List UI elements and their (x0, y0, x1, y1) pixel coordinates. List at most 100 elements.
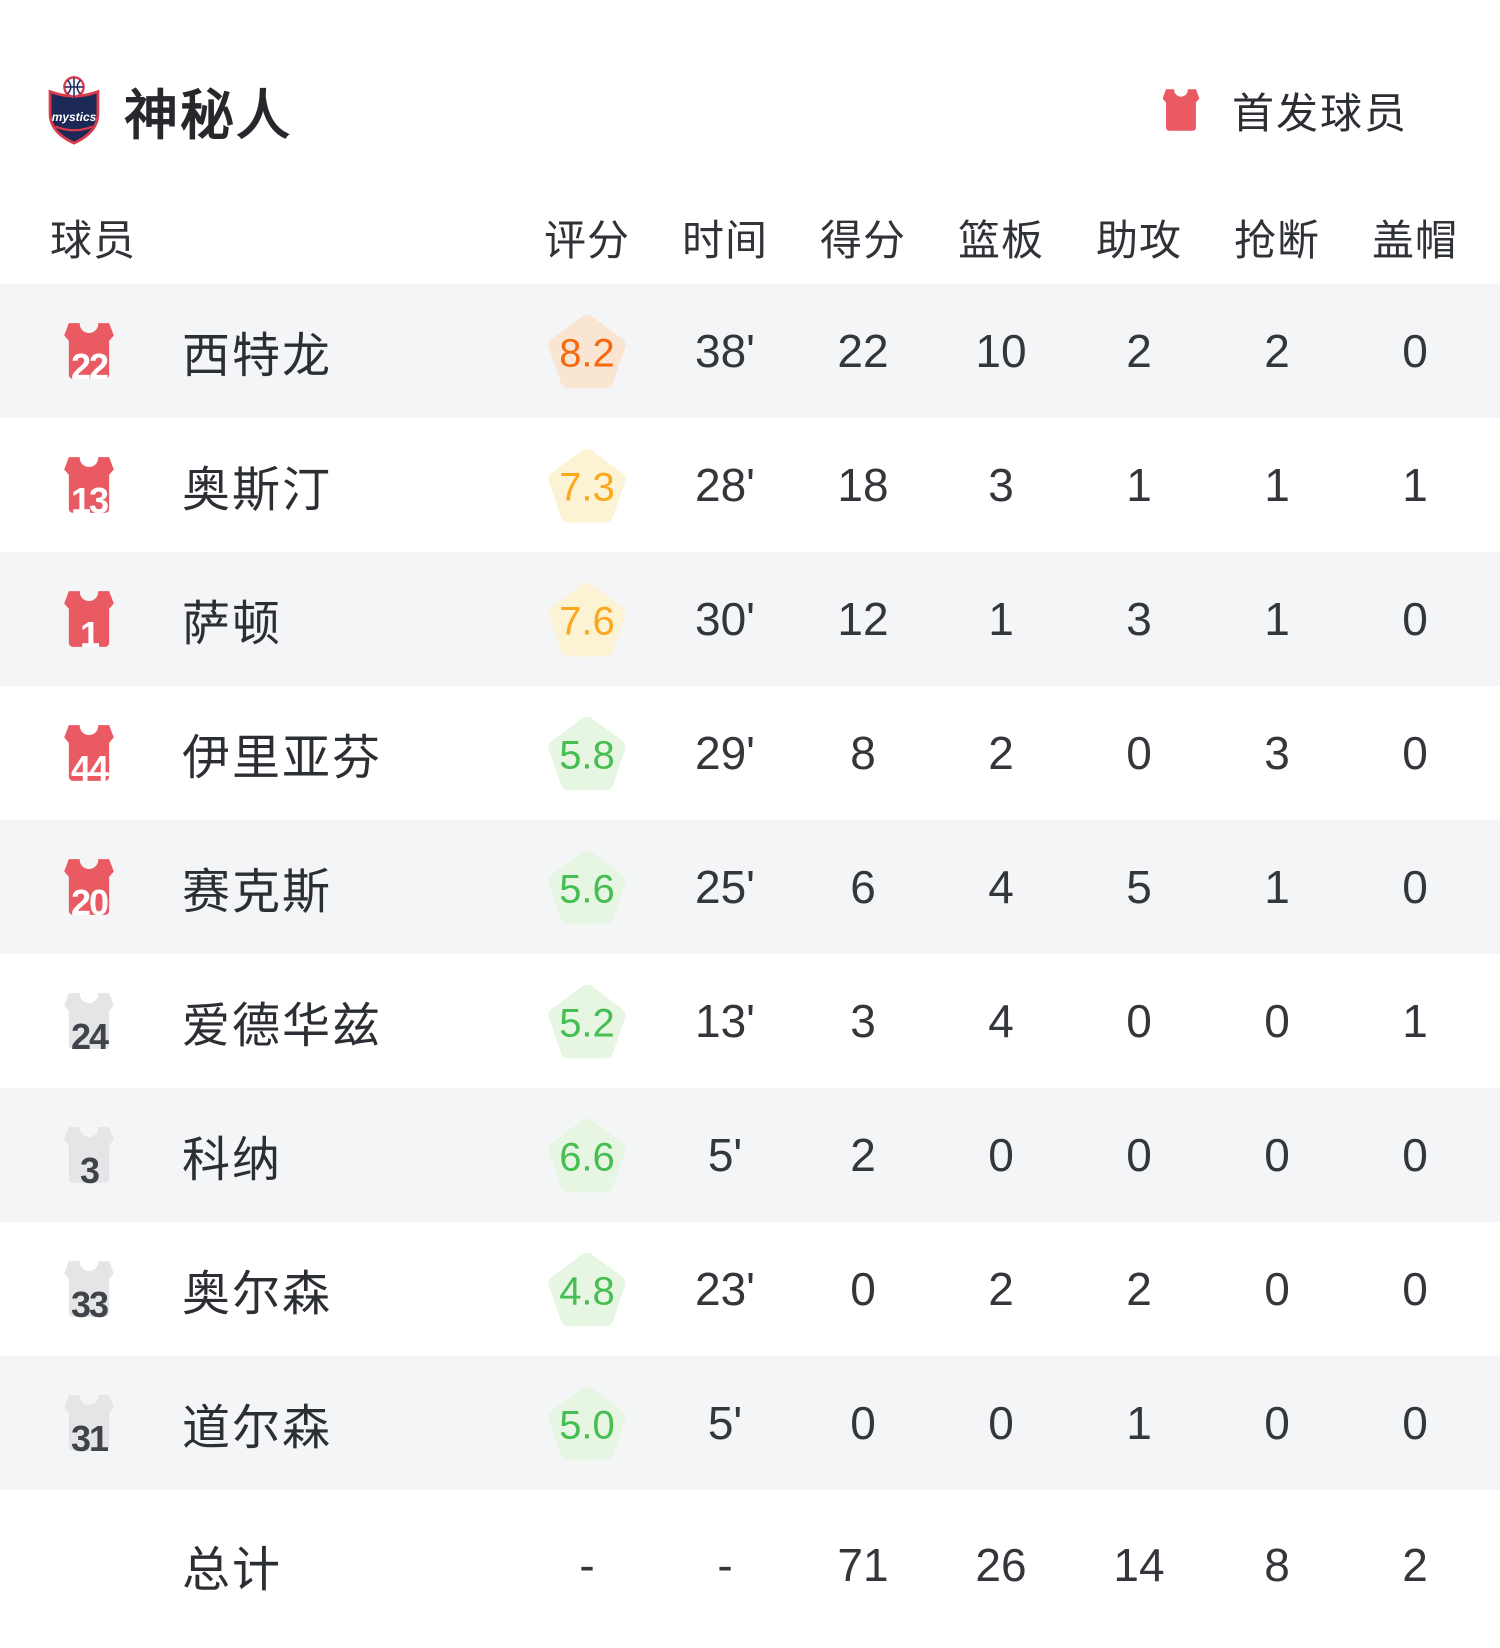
player-row[interactable]: 13 奥斯汀 7.3 28' 18 3 1 1 1 (0, 418, 1500, 552)
rebounds-cell: 4 (988, 995, 1014, 1047)
pentagon-icon (548, 314, 626, 388)
blocks-cell: 0 (1402, 1129, 1428, 1181)
team-header: mystics 神秘人 首发球员 (0, 0, 1500, 190)
jersey-number: 20 (70, 882, 109, 923)
player-name: 赛克斯 (182, 866, 333, 919)
team-identity: mystics 神秘人 (46, 71, 292, 150)
jersey-number: 13 (70, 480, 109, 521)
rating-cell: 5.0 (518, 1356, 656, 1490)
points-cell: 0 (850, 1397, 876, 1449)
totals-rating: - (579, 1539, 595, 1591)
points-cell: 8 (850, 727, 876, 779)
rating-value: 5.2 (559, 1001, 615, 1046)
rating-value: 5.8 (559, 733, 615, 778)
col-blocks: 盖帽 (1371, 216, 1458, 264)
totals-steals: 8 (1264, 1539, 1290, 1591)
rating-cell: 7.6 (518, 552, 656, 686)
points-cell: 2 (850, 1129, 876, 1181)
col-assists: 助攻 (1095, 216, 1182, 264)
starter-jersey-icon (1162, 89, 1200, 131)
assists-cell: 0 (1126, 995, 1152, 1047)
rebounds-cell: 3 (988, 459, 1014, 511)
pentagon-icon (548, 1252, 626, 1326)
col-rating: 评分 (543, 216, 630, 264)
assists-cell: 0 (1126, 727, 1152, 779)
rebounds-cell: 10 (975, 325, 1027, 377)
jersey-icon: 44 (58, 714, 120, 792)
rating-cell: 7.3 (518, 418, 656, 552)
rating-cell: 5.2 (518, 954, 656, 1088)
jersey-number: 24 (70, 1016, 109, 1057)
time-cell: 5' (707, 1129, 743, 1181)
assists-cell: 2 (1126, 325, 1152, 377)
jersey-number: 31 (70, 1418, 109, 1459)
rating-value: 6.6 (559, 1135, 615, 1180)
time-cell: 13' (695, 995, 755, 1047)
jersey-number: 22 (70, 346, 109, 387)
team-logo-text: mystics (52, 110, 97, 124)
player-name: 奥斯汀 (182, 464, 333, 517)
rating-badge: 5.6 (546, 848, 628, 927)
steals-cell: 1 (1264, 593, 1290, 645)
col-rebounds: 篮板 (957, 216, 1044, 264)
assists-cell: 2 (1126, 1263, 1152, 1315)
time-cell: 38' (695, 325, 755, 377)
rating-cell: 6.6 (518, 1088, 656, 1222)
points-cell: 6 (850, 861, 876, 913)
blocks-cell: 0 (1402, 727, 1428, 779)
totals-assists: 14 (1113, 1539, 1165, 1591)
col-time: 时间 (681, 216, 768, 264)
player-row[interactable]: 33 奥尔森 4.8 23' 0 2 2 0 0 (0, 1222, 1500, 1356)
rating-badge: 5.0 (546, 1384, 628, 1463)
totals-points: 71 (837, 1539, 889, 1591)
totals-time: - (717, 1539, 733, 1591)
rating-value: 7.3 (559, 465, 615, 510)
rating-value: 4.8 (559, 1269, 615, 1314)
steals-cell: 0 (1264, 1263, 1290, 1315)
steals-cell: 0 (1264, 995, 1290, 1047)
pentagon-icon (548, 448, 626, 522)
rebounds-cell: 2 (988, 727, 1014, 779)
rating-badge: 7.3 (546, 446, 628, 525)
totals-label: 总计 (182, 1544, 283, 1597)
steals-cell: 1 (1264, 459, 1290, 511)
points-cell: 18 (837, 459, 889, 511)
col-steals: 抢断 (1233, 216, 1320, 264)
player-rows: 22 西特龙 8.2 38' 22 10 2 2 0 (0, 284, 1500, 1490)
player-row[interactable]: 1 萨顿 7.6 30' 12 1 3 1 0 (0, 552, 1500, 686)
blocks-cell: 1 (1402, 459, 1428, 511)
rating-badge: 5.2 (546, 982, 628, 1061)
rating-badge: 6.6 (546, 1116, 628, 1195)
rating-badge: 4.8 (546, 1250, 628, 1329)
rating-badge: 8.2 (546, 312, 628, 391)
player-row[interactable]: 22 西特龙 8.2 38' 22 10 2 2 0 (0, 284, 1500, 418)
player-row[interactable]: 3 科纳 6.6 5' 2 0 0 0 0 (0, 1088, 1500, 1222)
rating-cell: 8.2 (518, 284, 656, 418)
jersey-number: 1 (79, 614, 100, 655)
assists-cell: 1 (1126, 459, 1152, 511)
player-row[interactable]: 20 赛克斯 5.6 25' 6 4 5 1 0 (0, 820, 1500, 954)
time-cell: 30' (695, 593, 755, 645)
time-cell: 23' (695, 1263, 755, 1315)
team-name: 神秘人 (124, 85, 292, 146)
jersey-icon: 31 (58, 1384, 120, 1462)
jersey-number: 33 (70, 1284, 109, 1325)
player-name: 奥尔森 (182, 1268, 333, 1321)
player-row[interactable]: 31 道尔森 5.0 5' 0 0 1 0 0 (0, 1356, 1500, 1490)
blocks-cell: 0 (1402, 1263, 1428, 1315)
steals-cell: 3 (1264, 727, 1290, 779)
blocks-cell: 0 (1402, 1397, 1428, 1449)
jersey-icon: 24 (58, 982, 120, 1060)
player-row[interactable]: 44 伊里亚芬 5.8 29' 8 2 0 3 0 (0, 686, 1500, 820)
rebounds-cell: 0 (988, 1397, 1014, 1449)
legend-label: 首发球员 (1231, 89, 1408, 137)
blocks-cell: 0 (1402, 325, 1428, 377)
steals-cell: 1 (1264, 861, 1290, 913)
jersey-icon: 13 (58, 446, 120, 524)
assists-cell: 0 (1126, 1129, 1152, 1181)
rating-value: 5.6 (559, 867, 615, 912)
jersey-icon: 3 (58, 1116, 120, 1194)
player-row[interactable]: 24 爱德华兹 5.2 13' 3 4 0 0 1 (0, 954, 1500, 1088)
pentagon-icon (548, 984, 626, 1058)
